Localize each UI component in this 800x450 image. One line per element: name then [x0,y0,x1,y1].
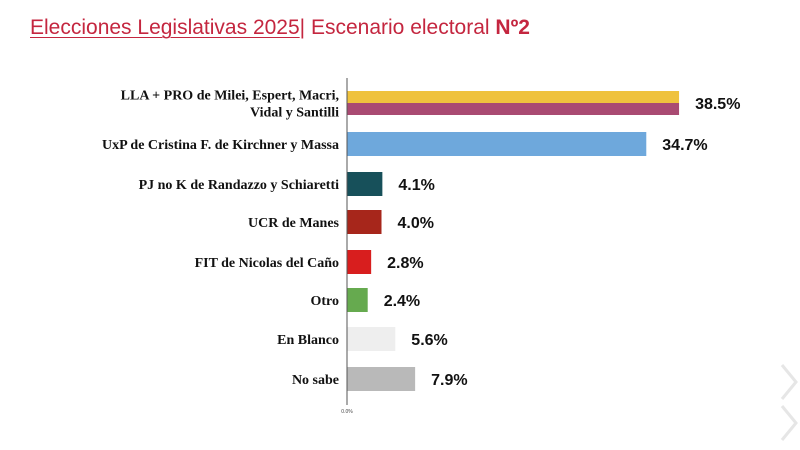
title-separator: | [299,16,306,39]
title-scenario: Escenario electoral [305,16,496,39]
bar-6 [347,288,368,312]
category-label-8: No sabe [292,373,339,388]
bar-8 [347,367,416,391]
x-tick-label-1: 0.0% [341,409,353,415]
bar-5 [347,250,372,274]
bar-4 [347,210,382,234]
chart-title: Elecciones Legislativas 2025| Escenario … [30,14,530,42]
value-label-5: 2.8% [387,255,423,272]
title-main: Elecciones Legislativas 2025 [30,16,300,39]
title-number: Nº2 [495,16,530,39]
bar-3 [347,172,383,196]
category-label-3: PJ no K de Randazzo y Schiaretti [139,178,340,193]
bar-2 [347,132,647,156]
value-label-1: 38.5% [695,96,740,113]
category-label-1-line-1: LLA + PRO de Milei, Espert, Macri, [121,89,339,104]
category-label-2: UxP de Cristina F. de Kirchner y Massa [102,138,339,153]
bar-7 [347,327,396,351]
value-label-3: 4.1% [398,177,434,194]
value-label-7: 5.6% [411,332,447,349]
category-label-1-line-2: Vidal y Santilli [250,106,339,121]
value-label-2: 34.7% [662,137,707,154]
value-label-4: 4.0% [398,215,434,232]
bar-1-segment-1 [347,91,680,103]
chevron-decoration-icon [780,364,798,441]
category-label-4: UCR de Manes [248,216,340,231]
category-label-5: FIT de Nicolas del Caño [195,256,339,271]
value-label-6: 2.4% [384,293,420,310]
bar-1-segment-2 [347,103,680,115]
category-label-7: En Blanco [277,333,339,348]
value-label-8: 7.9% [431,372,467,389]
category-label-6: Otro [310,294,339,309]
